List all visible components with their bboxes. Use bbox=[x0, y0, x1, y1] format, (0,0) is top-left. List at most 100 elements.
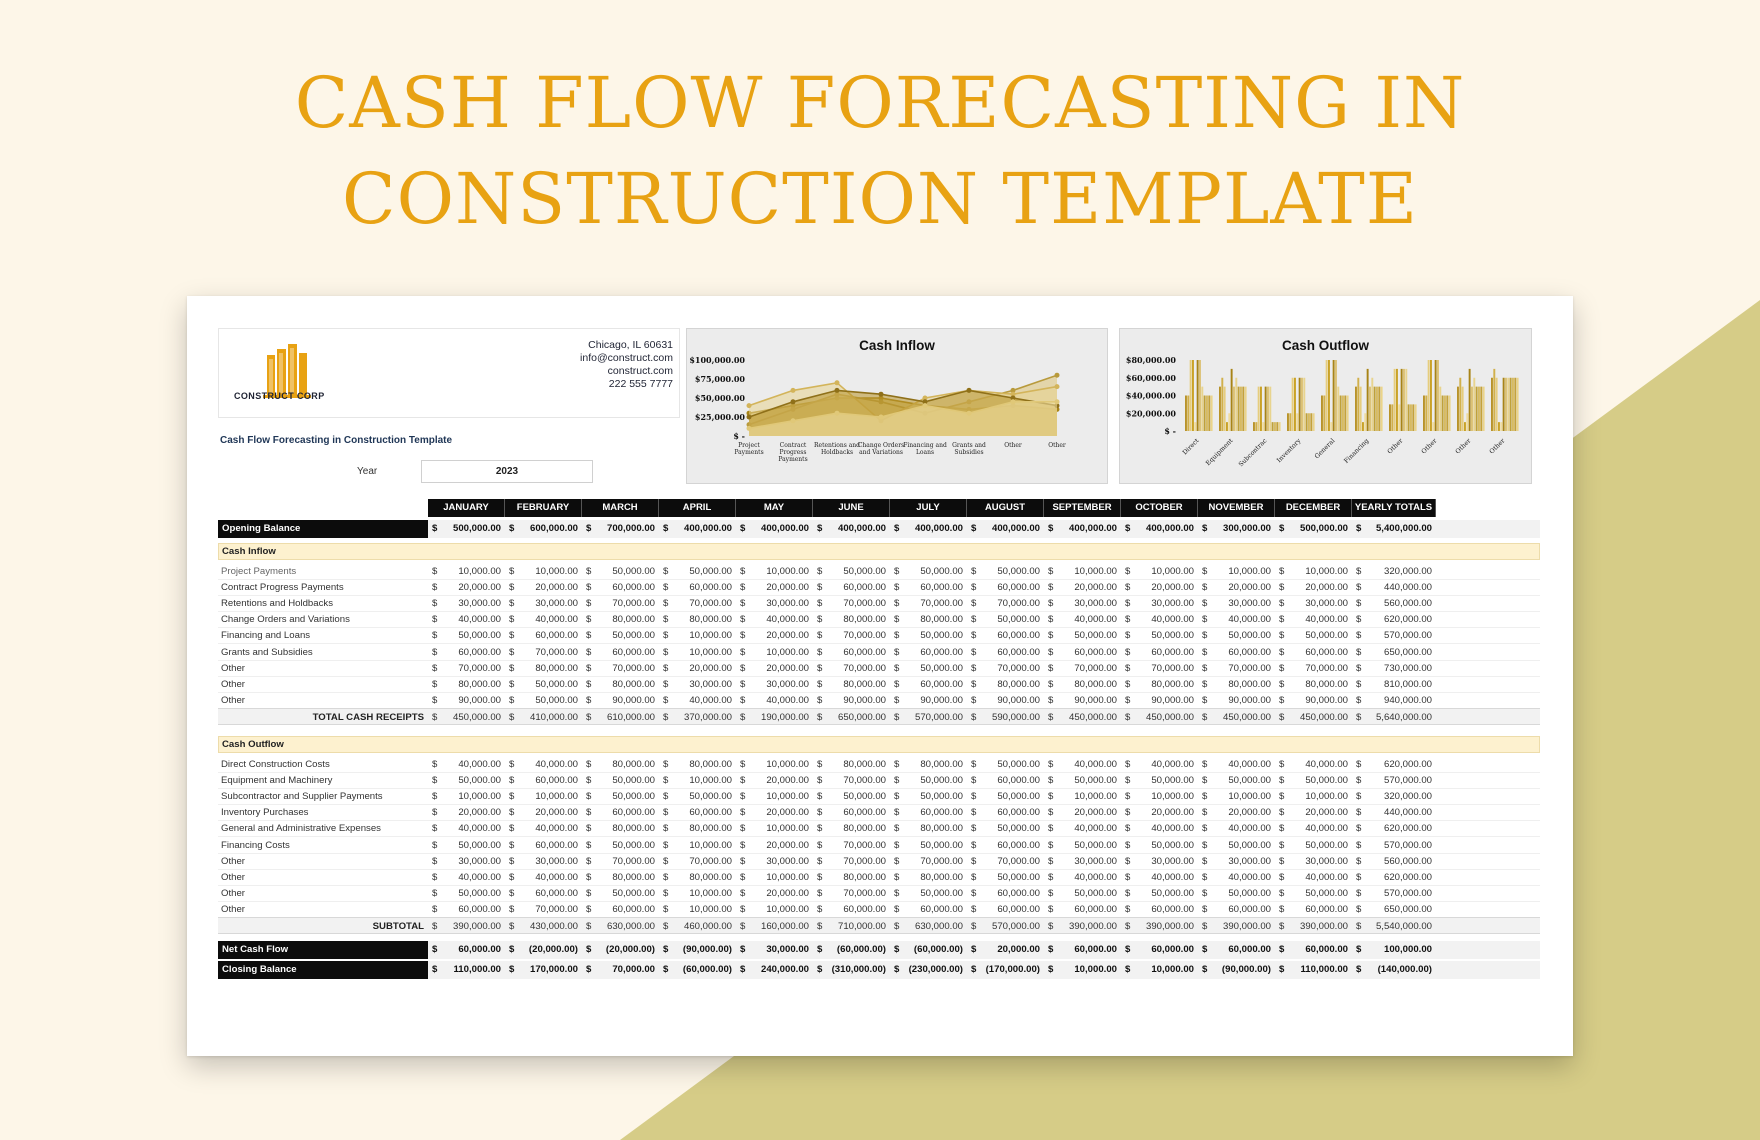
year-input[interactable]: 2023 bbox=[421, 460, 593, 483]
value-cell[interactable]: $400,000.00 bbox=[890, 520, 967, 538]
value-cell[interactable]: $80,000.00 bbox=[813, 676, 890, 692]
value-cell[interactable]: $80,000.00 bbox=[813, 756, 890, 772]
value-cell[interactable]: $40,000.00 bbox=[1275, 611, 1352, 627]
value-cell[interactable]: $190,000.00 bbox=[736, 709, 813, 724]
value-cell[interactable]: $570,000.00 bbox=[890, 709, 967, 724]
value-cell[interactable]: $450,000.00 bbox=[1044, 709, 1121, 724]
value-cell[interactable]: $90,000.00 bbox=[813, 692, 890, 708]
value-cell[interactable]: $60,000.00 bbox=[890, 579, 967, 595]
value-cell[interactable]: $60,000.00 bbox=[1275, 901, 1352, 917]
value-cell[interactable]: $50,000.00 bbox=[1044, 885, 1121, 901]
value-cell[interactable]: $70,000.00 bbox=[813, 660, 890, 676]
value-cell[interactable]: $70,000.00 bbox=[967, 660, 1044, 676]
value-cell[interactable]: $370,000.00 bbox=[659, 709, 736, 724]
value-cell[interactable]: $80,000.00 bbox=[813, 820, 890, 836]
value-cell[interactable]: $570,000.00 bbox=[1352, 885, 1436, 901]
value-cell[interactable]: $90,000.00 bbox=[890, 692, 967, 708]
value-cell[interactable]: $40,000.00 bbox=[505, 611, 582, 627]
value-cell[interactable]: $20,000.00 bbox=[736, 579, 813, 595]
value-cell[interactable]: $60,000.00 bbox=[813, 804, 890, 820]
value-cell[interactable]: $460,000.00 bbox=[659, 918, 736, 933]
value-cell[interactable]: $40,000.00 bbox=[428, 820, 505, 836]
value-cell[interactable]: $70,000.00 bbox=[659, 595, 736, 611]
value-cell[interactable]: $10,000.00 bbox=[428, 563, 505, 579]
value-cell[interactable]: $30,000.00 bbox=[505, 853, 582, 869]
value-cell[interactable]: $70,000.00 bbox=[967, 595, 1044, 611]
value-cell[interactable]: $30,000.00 bbox=[736, 595, 813, 611]
value-cell[interactable]: $10,000.00 bbox=[1275, 788, 1352, 804]
value-cell[interactable]: $50,000.00 bbox=[428, 837, 505, 853]
value-cell[interactable]: $60,000.00 bbox=[967, 901, 1044, 917]
value-cell[interactable]: $40,000.00 bbox=[1198, 820, 1275, 836]
value-cell[interactable]: $60,000.00 bbox=[1121, 901, 1198, 917]
value-cell[interactable]: $50,000.00 bbox=[505, 676, 582, 692]
value-cell[interactable]: $40,000.00 bbox=[1121, 756, 1198, 772]
value-cell[interactable]: $40,000.00 bbox=[1275, 756, 1352, 772]
value-cell[interactable]: $20,000.00 bbox=[736, 772, 813, 788]
value-cell[interactable]: $60,000.00 bbox=[505, 772, 582, 788]
value-cell[interactable]: $10,000.00 bbox=[736, 869, 813, 885]
value-cell[interactable]: $70,000.00 bbox=[813, 837, 890, 853]
value-cell[interactable]: $40,000.00 bbox=[1121, 820, 1198, 836]
value-cell[interactable]: $20,000.00 bbox=[505, 804, 582, 820]
value-cell[interactable]: $50,000.00 bbox=[1121, 837, 1198, 853]
value-cell[interactable]: $20,000.00 bbox=[428, 579, 505, 595]
value-cell[interactable]: $50,000.00 bbox=[890, 660, 967, 676]
value-cell[interactable]: $20,000.00 bbox=[736, 885, 813, 901]
value-cell[interactable]: $10,000.00 bbox=[505, 563, 582, 579]
value-cell[interactable]: $90,000.00 bbox=[428, 692, 505, 708]
value-cell[interactable]: $80,000.00 bbox=[582, 611, 659, 627]
value-cell[interactable]: $170,000.00 bbox=[505, 961, 582, 979]
value-cell[interactable]: $60,000.00 bbox=[428, 901, 505, 917]
value-cell[interactable]: $60,000.00 bbox=[967, 772, 1044, 788]
value-cell[interactable]: $30,000.00 bbox=[1198, 595, 1275, 611]
value-cell[interactable]: $ (90,000.00) bbox=[659, 941, 736, 959]
value-cell[interactable]: $80,000.00 bbox=[1275, 676, 1352, 692]
value-cell[interactable]: $90,000.00 bbox=[1198, 692, 1275, 708]
value-cell[interactable]: $60,000.00 bbox=[813, 901, 890, 917]
value-cell[interactable]: $570,000.00 bbox=[1352, 627, 1436, 643]
value-cell[interactable]: $10,000.00 bbox=[1121, 961, 1198, 979]
value-cell[interactable]: $50,000.00 bbox=[428, 627, 505, 643]
value-cell[interactable]: $70,000.00 bbox=[813, 772, 890, 788]
value-cell[interactable]: $570,000.00 bbox=[1352, 837, 1436, 853]
value-cell[interactable]: $20,000.00 bbox=[505, 579, 582, 595]
value-cell[interactable]: $810,000.00 bbox=[1352, 676, 1436, 692]
value-cell[interactable]: $560,000.00 bbox=[1352, 595, 1436, 611]
value-cell[interactable]: $560,000.00 bbox=[1352, 853, 1436, 869]
value-cell[interactable]: $50,000.00 bbox=[1198, 627, 1275, 643]
value-cell[interactable]: $430,000.00 bbox=[505, 918, 582, 933]
company-email[interactable]: info@construct.com bbox=[580, 352, 673, 364]
value-cell[interactable]: $630,000.00 bbox=[890, 918, 967, 933]
value-cell[interactable]: $60,000.00 bbox=[505, 837, 582, 853]
value-cell[interactable]: $90,000.00 bbox=[582, 692, 659, 708]
value-cell[interactable]: $80,000.00 bbox=[582, 756, 659, 772]
value-cell[interactable]: $60,000.00 bbox=[1121, 644, 1198, 660]
value-cell[interactable]: $40,000.00 bbox=[505, 820, 582, 836]
value-cell[interactable]: $630,000.00 bbox=[582, 918, 659, 933]
value-cell[interactable]: $10,000.00 bbox=[1121, 788, 1198, 804]
value-cell[interactable]: $390,000.00 bbox=[1121, 918, 1198, 933]
value-cell[interactable]: $60,000.00 bbox=[505, 627, 582, 643]
value-cell[interactable]: $650,000.00 bbox=[813, 709, 890, 724]
value-cell[interactable]: $90,000.00 bbox=[1044, 692, 1121, 708]
value-cell[interactable]: $700,000.00 bbox=[582, 520, 659, 538]
value-cell[interactable]: $50,000.00 bbox=[967, 788, 1044, 804]
value-cell[interactable]: $400,000.00 bbox=[659, 520, 736, 538]
value-cell[interactable]: $10,000.00 bbox=[736, 756, 813, 772]
value-cell[interactable]: $ (230,000.00) bbox=[890, 961, 967, 979]
value-cell[interactable]: $390,000.00 bbox=[428, 918, 505, 933]
value-cell[interactable]: $10,000.00 bbox=[1198, 788, 1275, 804]
value-cell[interactable]: $10,000.00 bbox=[1044, 788, 1121, 804]
value-cell[interactable]: $10,000.00 bbox=[659, 837, 736, 853]
value-cell[interactable]: $40,000.00 bbox=[736, 611, 813, 627]
value-cell[interactable]: $320,000.00 bbox=[1352, 563, 1436, 579]
value-cell[interactable]: $440,000.00 bbox=[1352, 804, 1436, 820]
value-cell[interactable]: $50,000.00 bbox=[582, 885, 659, 901]
value-cell[interactable]: $70,000.00 bbox=[659, 853, 736, 869]
value-cell[interactable]: $80,000.00 bbox=[813, 869, 890, 885]
value-cell[interactable]: $50,000.00 bbox=[1275, 627, 1352, 643]
value-cell[interactable]: $40,000.00 bbox=[505, 756, 582, 772]
value-cell[interactable]: $5,640,000.00 bbox=[1352, 709, 1436, 724]
value-cell[interactable]: $70,000.00 bbox=[813, 627, 890, 643]
